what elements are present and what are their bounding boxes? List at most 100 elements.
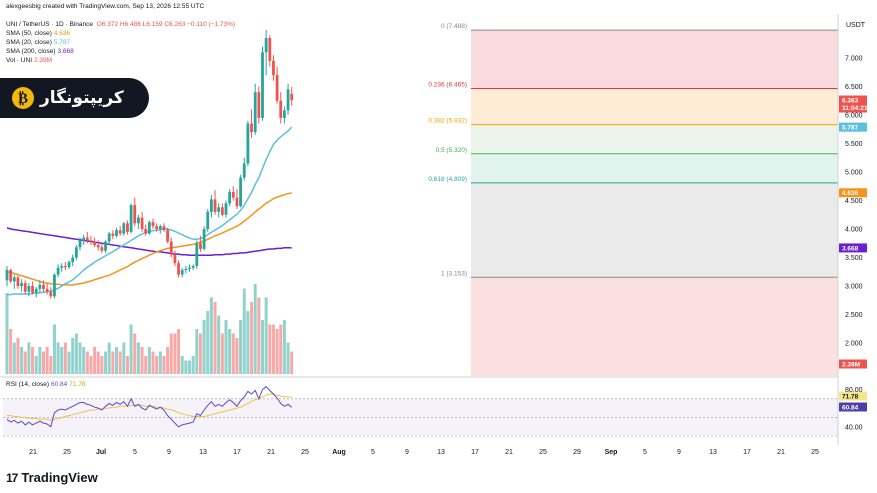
time-axis-tick: 21 — [505, 449, 513, 456]
legend-sma200[interactable]: SMA (200, close) 3.668 — [6, 48, 74, 55]
time-axis-tick: 5 — [643, 449, 647, 456]
candle-body — [188, 267, 191, 269]
price-tag-sma20 — [839, 122, 867, 132]
volume-bar — [195, 329, 199, 374]
price-axis-tick: 2.000 — [845, 341, 863, 348]
volume-bar — [9, 329, 13, 374]
ohlc-values: O6.372 H6.486 L6.159 C6.263 −0.110 (−1.7… — [96, 21, 236, 28]
candle-body — [96, 244, 100, 248]
volume-bar — [71, 338, 75, 374]
volume-bar — [271, 324, 275, 374]
time-axis-tick: 13 — [199, 449, 207, 456]
price-axis-tick: 5.500 — [845, 141, 863, 148]
candle-body — [89, 240, 93, 242]
volume-bar — [202, 320, 206, 374]
time-axis-tick: Jul — [96, 449, 106, 456]
candle-body — [213, 199, 217, 212]
legend-sma50[interactable]: SMA (50, close) 4.636 — [6, 30, 71, 37]
volume-bar — [257, 297, 261, 374]
candle-body — [177, 263, 180, 275]
candle-body — [184, 268, 188, 271]
candle-body — [162, 226, 166, 231]
tradingview-brand[interactable]: 17 TradingView — [6, 470, 98, 485]
price-tag-countdown: 11:04:21 — [842, 105, 868, 112]
price-tag-price-text: 6.363 — [842, 98, 859, 105]
logo-text: کریپتونگار — [40, 88, 124, 108]
time-axis-tick: 25 — [811, 449, 819, 456]
fib-zone-0.618 — [471, 182, 838, 278]
volume-bar — [107, 342, 111, 374]
volume-bar — [264, 297, 268, 374]
price-tag-rsi-text: 60.84 — [842, 405, 859, 412]
volume-bar — [268, 324, 272, 374]
volume-bar — [82, 347, 86, 374]
time-axis-tick: 25 — [539, 449, 547, 456]
volume-bar — [261, 320, 264, 374]
price-tag-sma50 — [839, 188, 867, 198]
candle-body — [239, 177, 242, 207]
volume-bar — [122, 342, 126, 374]
volume-bar — [169, 333, 173, 374]
volume-bar — [78, 342, 82, 374]
candle-body — [93, 241, 96, 245]
price-tag-sma200 — [839, 243, 867, 253]
fib-label-0.618: 0.618 (4.809) — [428, 176, 467, 183]
legend-rsi[interactable]: RSI (14, close) 60.84 71.78 — [6, 381, 86, 388]
time-axis-tick: 9 — [405, 449, 409, 456]
volume-bar — [34, 356, 38, 374]
rsi-axis-tick: 40.00 — [845, 424, 863, 431]
volume-bar — [158, 351, 162, 374]
candle-body — [246, 123, 250, 164]
fib-label-0.236: 0.236 (6.465) — [428, 81, 467, 88]
volume-bar — [42, 351, 45, 374]
price-axis-tick: 6.500 — [845, 84, 863, 91]
price-axis-tick: 3.000 — [845, 284, 863, 291]
candle-body — [231, 191, 235, 198]
time-axis-tick: 25 — [63, 449, 71, 456]
candle-body — [27, 286, 31, 292]
time-axis-tick: 13 — [437, 449, 445, 456]
price-tag-vol — [839, 359, 867, 369]
volume-bar — [63, 342, 67, 374]
volume-bar — [209, 297, 213, 374]
candle-body — [261, 52, 264, 118]
candle-body — [151, 222, 155, 227]
price-tag-sma20-text: 5.787 — [842, 125, 859, 132]
candle-body — [257, 92, 261, 118]
candle-body — [5, 270, 9, 281]
volume-bar — [27, 342, 31, 374]
candle-body — [53, 274, 56, 297]
fib-zone-0.236 — [471, 88, 838, 125]
candle-body — [42, 284, 45, 289]
candle-body — [272, 60, 275, 76]
candle-body — [268, 38, 272, 61]
candle-body — [210, 199, 213, 212]
time-axis-tick: 17 — [233, 449, 241, 456]
legend-sma20[interactable]: SMA (20, close) 5.787 — [6, 39, 71, 46]
candle-body — [147, 222, 151, 234]
legend-volume[interactable]: Vol · UNI 2.39M — [6, 57, 53, 64]
candle-body — [74, 247, 78, 258]
volume-bar — [133, 333, 137, 374]
candle-body — [286, 89, 290, 111]
tradingview-wordmark: TradingView — [21, 470, 98, 485]
candle-body — [67, 262, 71, 268]
candle-body — [217, 207, 221, 212]
candle-body — [220, 207, 224, 215]
candle-body — [202, 229, 206, 249]
candle-body — [235, 197, 239, 207]
price-tag-rsi — [839, 402, 867, 412]
rsi-ma-line — [7, 393, 292, 421]
candle-body — [173, 254, 177, 264]
candle-body — [279, 100, 283, 118]
candle-body — [264, 38, 268, 53]
candle-body — [56, 267, 60, 275]
volume-bar — [198, 333, 202, 374]
time-axis-tick: 9 — [677, 449, 681, 456]
logo-badge: ₿ کریپتونگار — [0, 78, 149, 118]
fib-zone-0.382 — [471, 124, 838, 154]
volume-bar — [250, 302, 254, 374]
candle-body — [166, 230, 169, 242]
volume-bar — [147, 347, 151, 374]
